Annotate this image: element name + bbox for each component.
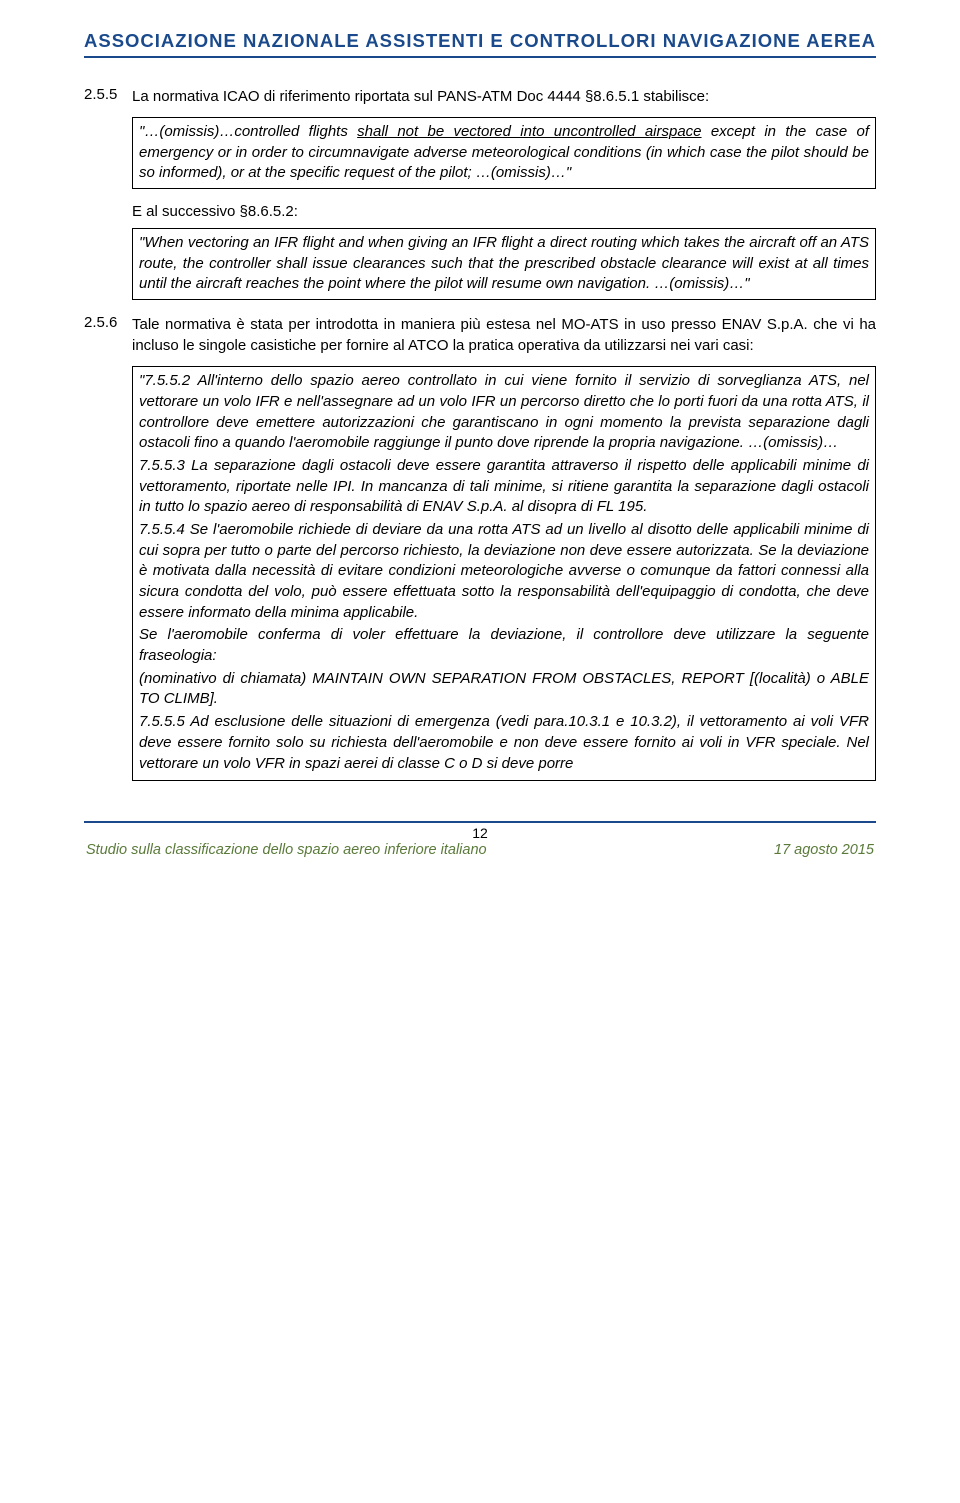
section-number: 2.5.6 [84, 314, 132, 356]
section-number: 2.5.5 [84, 86, 132, 107]
quote-paragraph: "7.5.5.2 All'interno dello spazio aereo … [139, 371, 869, 454]
quote-paragraph: Se l'aeromobile conferma di voler effett… [139, 625, 869, 666]
quote-paragraph: 7.5.5.5 Ad esclusione delle situazioni d… [139, 712, 869, 774]
section-2-5-5: 2.5.5 La normativa ICAO di riferimento r… [84, 86, 876, 107]
page-title: ASSOCIAZIONE NAZIONALE ASSISTENTI E CONT… [84, 30, 876, 52]
section-2-5-6: 2.5.6 Tale normativa è stata per introdo… [84, 314, 876, 356]
quote1-pre: "…(omissis)…controlled flights [139, 123, 357, 140]
page-number: 12 [84, 825, 876, 841]
footer-left-text: Studio sulla classificazione dello spazi… [86, 842, 487, 858]
quote1-underlined: shall not be vectored into uncontrolled … [357, 123, 701, 140]
quote-box-1: "…(omissis)…controlled flights shall not… [132, 117, 876, 189]
header-divider [84, 56, 876, 58]
section-intro-text: Tale normativa è stata per introdotta in… [132, 314, 876, 356]
quote-paragraph: (nominativo di chiamata) MAINTAIN OWN SE… [139, 669, 869, 710]
quote-box-3: "7.5.5.2 All'interno dello spazio aereo … [132, 366, 876, 781]
quote-paragraph: 7.5.5.4 Se l'aeromobile richiede di devi… [139, 520, 869, 623]
page-footer: 12 Studio sulla classificazione dello sp… [84, 821, 876, 858]
section-intro-text: La normativa ICAO di riferimento riporta… [132, 86, 876, 107]
sub-intro-text: E al successivo §8.6.5.2: [132, 203, 876, 220]
footer-right-text: 17 agosto 2015 [774, 842, 874, 858]
quote2-text: "When vectoring an IFR flight and when g… [139, 234, 869, 292]
quote-box-2: "When vectoring an IFR flight and when g… [132, 228, 876, 300]
quote-paragraph: 7.5.5.3 La separazione dagli ostacoli de… [139, 456, 869, 518]
